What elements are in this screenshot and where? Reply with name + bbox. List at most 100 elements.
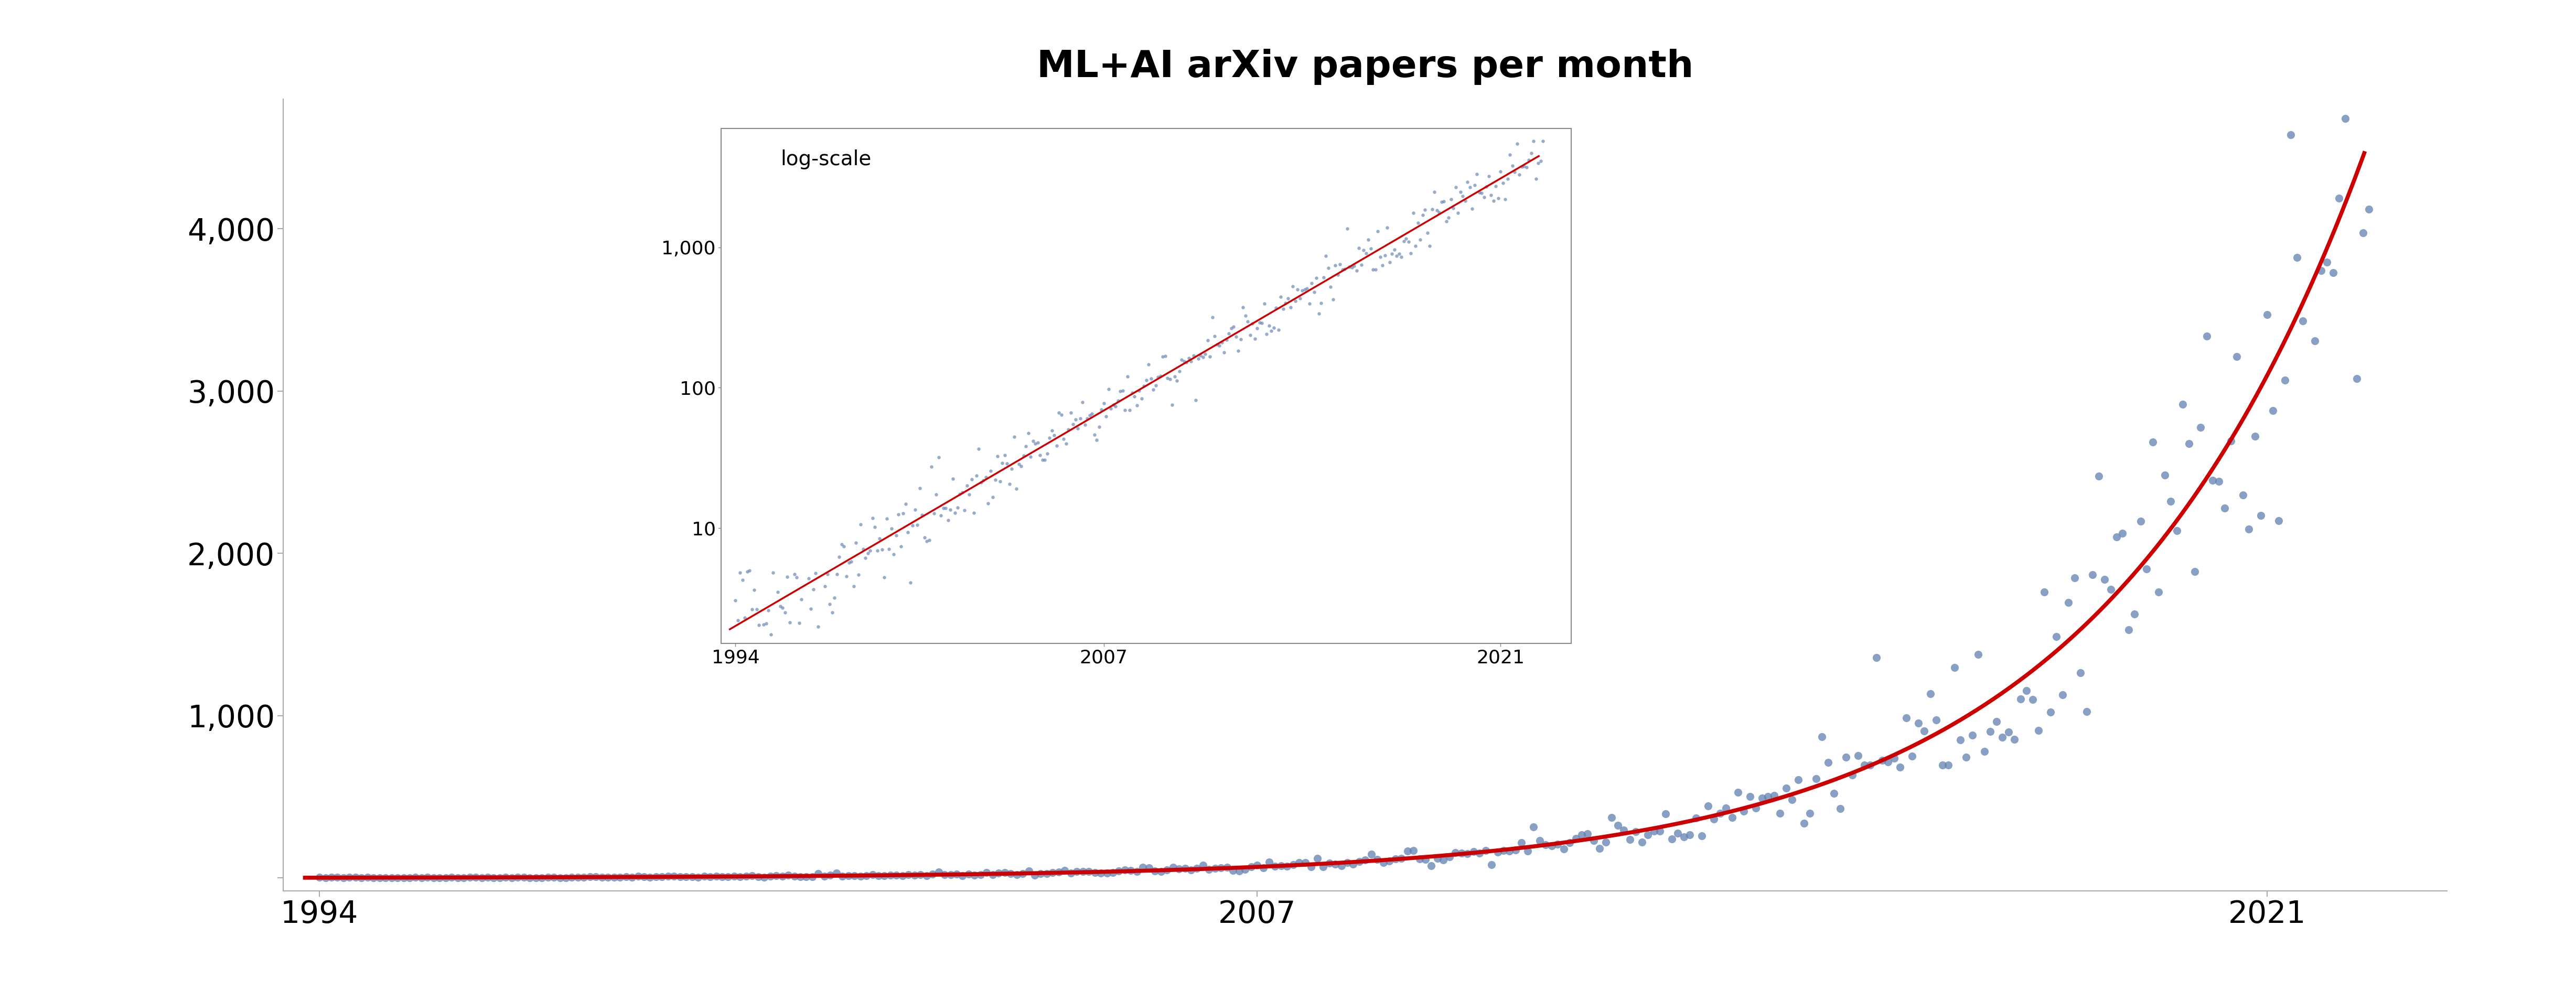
Point (2161, 397, 2202, 413)
Point (1298, 306, 1340, 322)
Point (775, 569, 817, 585)
Point (1167, 354, 1208, 370)
Point (814, 590, 855, 606)
Point (742, 617, 783, 633)
Point (938, 499, 979, 515)
Point (837, 567, 878, 583)
Point (1759, 806, 1801, 822)
Point (1092, 397, 1133, 413)
Point (1012, 434, 1054, 449)
Point (1868, 753, 1909, 769)
Point (899, 866, 940, 882)
Point (1234, 331, 1275, 346)
Point (2107, 622, 2148, 638)
Point (1754, 787, 1795, 803)
Point (1917, 712, 1958, 728)
Point (1033, 428, 1074, 444)
Point (1319, 256, 1360, 272)
Point (1358, 851, 1399, 867)
Point (801, 654, 842, 670)
Point (1963, 743, 2004, 759)
Point (1450, 179, 1492, 195)
Point (533, 869, 574, 885)
Point (1306, 248, 1347, 263)
Point (2251, 403, 2293, 419)
Point (1399, 851, 1440, 867)
Point (1453, 177, 1494, 193)
Point (348, 869, 389, 885)
Point (1510, 146, 1551, 161)
Point (1188, 861, 1229, 877)
Point (788, 570, 829, 586)
Point (1615, 824, 1656, 840)
Point (1584, 835, 1625, 850)
Point (1015, 436, 1056, 451)
Point (917, 864, 958, 880)
Point (1556, 831, 1597, 846)
Point (1741, 790, 1783, 806)
Point (724, 610, 765, 626)
Point (312, 869, 353, 885)
Point (1340, 853, 1381, 869)
Point (690, 869, 732, 885)
Point (1525, 838, 1566, 853)
Point (729, 563, 770, 579)
Point (1989, 724, 2030, 740)
Point (889, 867, 930, 883)
Point (1466, 842, 1507, 858)
Point (1203, 345, 1244, 360)
Point (1193, 310, 1234, 326)
Point (1347, 232, 1388, 248)
Point (757, 584, 799, 600)
Point (1175, 392, 1216, 408)
Point (726, 563, 768, 579)
Point (927, 512, 969, 528)
Point (1414, 184, 1455, 200)
Point (1638, 823, 1680, 839)
Point (1151, 397, 1193, 413)
Point (1440, 845, 1481, 861)
Point (708, 868, 750, 884)
Point (1471, 187, 1512, 203)
Point (1249, 318, 1291, 334)
Point (564, 869, 605, 885)
Point (1133, 382, 1175, 398)
Point (1273, 278, 1314, 294)
Point (750, 868, 791, 884)
Point (799, 619, 840, 635)
Point (1069, 863, 1110, 879)
Point (1412, 201, 1453, 217)
Point (948, 486, 989, 502)
Point (1772, 792, 1814, 808)
Point (520, 870, 562, 886)
Point (969, 463, 1010, 479)
Point (1700, 805, 1741, 821)
Point (1206, 859, 1247, 875)
Text: log-scale: log-scale (781, 149, 871, 169)
Point (322, 870, 363, 886)
Point (1043, 431, 1084, 446)
Point (1218, 343, 1260, 358)
Point (1494, 164, 1535, 180)
Point (2197, 473, 2239, 489)
Point (1126, 372, 1167, 388)
Point (1303, 269, 1345, 285)
Point (1061, 394, 1103, 410)
Point (1108, 368, 1149, 384)
Point (1069, 408, 1110, 424)
Point (1262, 301, 1303, 317)
Point (714, 868, 755, 884)
Point (1365, 248, 1406, 263)
Point (1188, 333, 1229, 348)
Point (1507, 159, 1548, 175)
Point (1517, 155, 1558, 171)
Point (1051, 865, 1092, 881)
Point (1244, 296, 1285, 312)
Point (1054, 416, 1095, 432)
Point (2030, 704, 2071, 720)
Point (1492, 157, 1533, 173)
Point (744, 616, 786, 632)
Point (1425, 214, 1466, 230)
Point (1922, 757, 1963, 773)
Point (956, 467, 997, 483)
